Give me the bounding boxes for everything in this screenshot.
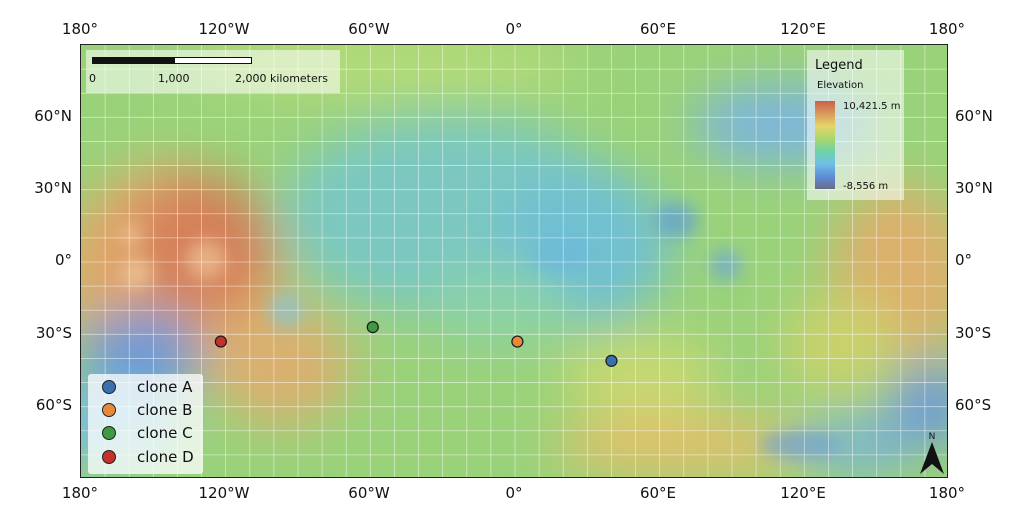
map-point-clone-b[interactable] [511, 335, 524, 348]
lat-label: 30°S [955, 324, 992, 342]
scale-tick-label: 1,000 [158, 72, 190, 85]
legend-max-label: 10,421.5 m [843, 101, 901, 112]
lon-label: 120°E [780, 20, 826, 38]
lon-label: 0° [505, 20, 523, 38]
lat-label: 0° [54, 251, 72, 269]
lat-label: 30°S [35, 324, 72, 342]
lon-label: 60°W [348, 484, 390, 502]
map-point-clone-c[interactable] [366, 321, 379, 334]
lon-label: 180° [61, 20, 99, 38]
elevation-color-ramp [815, 101, 835, 189]
legend-subtitle: Elevation [817, 80, 864, 91]
lon-label: 120°E [780, 484, 826, 502]
legend-title: Legend [815, 58, 863, 73]
legend-item-clone-a[interactable]: clone A [102, 377, 192, 397]
legend-item-clone-b[interactable]: clone B [102, 400, 192, 420]
legend-item-label: clone A [137, 378, 193, 396]
legend-marker [102, 403, 116, 417]
lon-label: 60°E [639, 484, 677, 502]
lon-label: 120°W [198, 484, 250, 502]
lat-label: 30°N [955, 179, 993, 197]
lat-label: 60°N [34, 107, 72, 125]
lon-label: 0° [505, 484, 523, 502]
lon-label: 180° [928, 484, 966, 502]
points-legend: clone A clone B clone C clone D [88, 374, 203, 474]
legend-item-label: clone D [137, 448, 194, 466]
lat-label: 60°S [35, 396, 72, 414]
legend-item-clone-d[interactable]: clone D [102, 447, 194, 467]
scale-tick-label: 0 [89, 72, 96, 85]
elevation-map-canvas [81, 45, 947, 477]
lon-label: 120°W [198, 20, 250, 38]
lat-label: 60°N [955, 107, 993, 125]
legend-marker [102, 426, 116, 440]
legend-item-label: clone C [137, 424, 193, 442]
scale-tick-label: 2,000 kilometers [235, 72, 329, 85]
lon-label: 180° [928, 20, 966, 38]
scale-bar-segment [174, 57, 252, 64]
lon-label: 60°E [639, 20, 677, 38]
legend-marker [102, 380, 116, 394]
lat-label: 30°N [34, 179, 72, 197]
elevation-map[interactable] [80, 44, 948, 478]
scale-bar: 0 1,000 2,000 kilometers [86, 50, 340, 93]
elevation-legend: Legend Elevation 10,421.5 m -8,556 m [807, 50, 904, 200]
map-point-clone-a[interactable] [605, 354, 618, 367]
lon-label: 180° [61, 484, 99, 502]
legend-min-label: -8,556 m [843, 181, 889, 192]
legend-item-clone-c[interactable]: clone C [102, 423, 193, 443]
scale-bar-segment [92, 57, 174, 64]
north-arrow-icon: N [920, 432, 944, 474]
legend-marker [102, 450, 116, 464]
north-arrow-label: N [929, 432, 936, 442]
legend-item-label: clone B [137, 401, 193, 419]
lat-label: 60°S [955, 396, 992, 414]
map-point-clone-d[interactable] [214, 335, 227, 348]
lon-label: 60°W [348, 20, 390, 38]
lat-label: 0° [955, 251, 973, 269]
